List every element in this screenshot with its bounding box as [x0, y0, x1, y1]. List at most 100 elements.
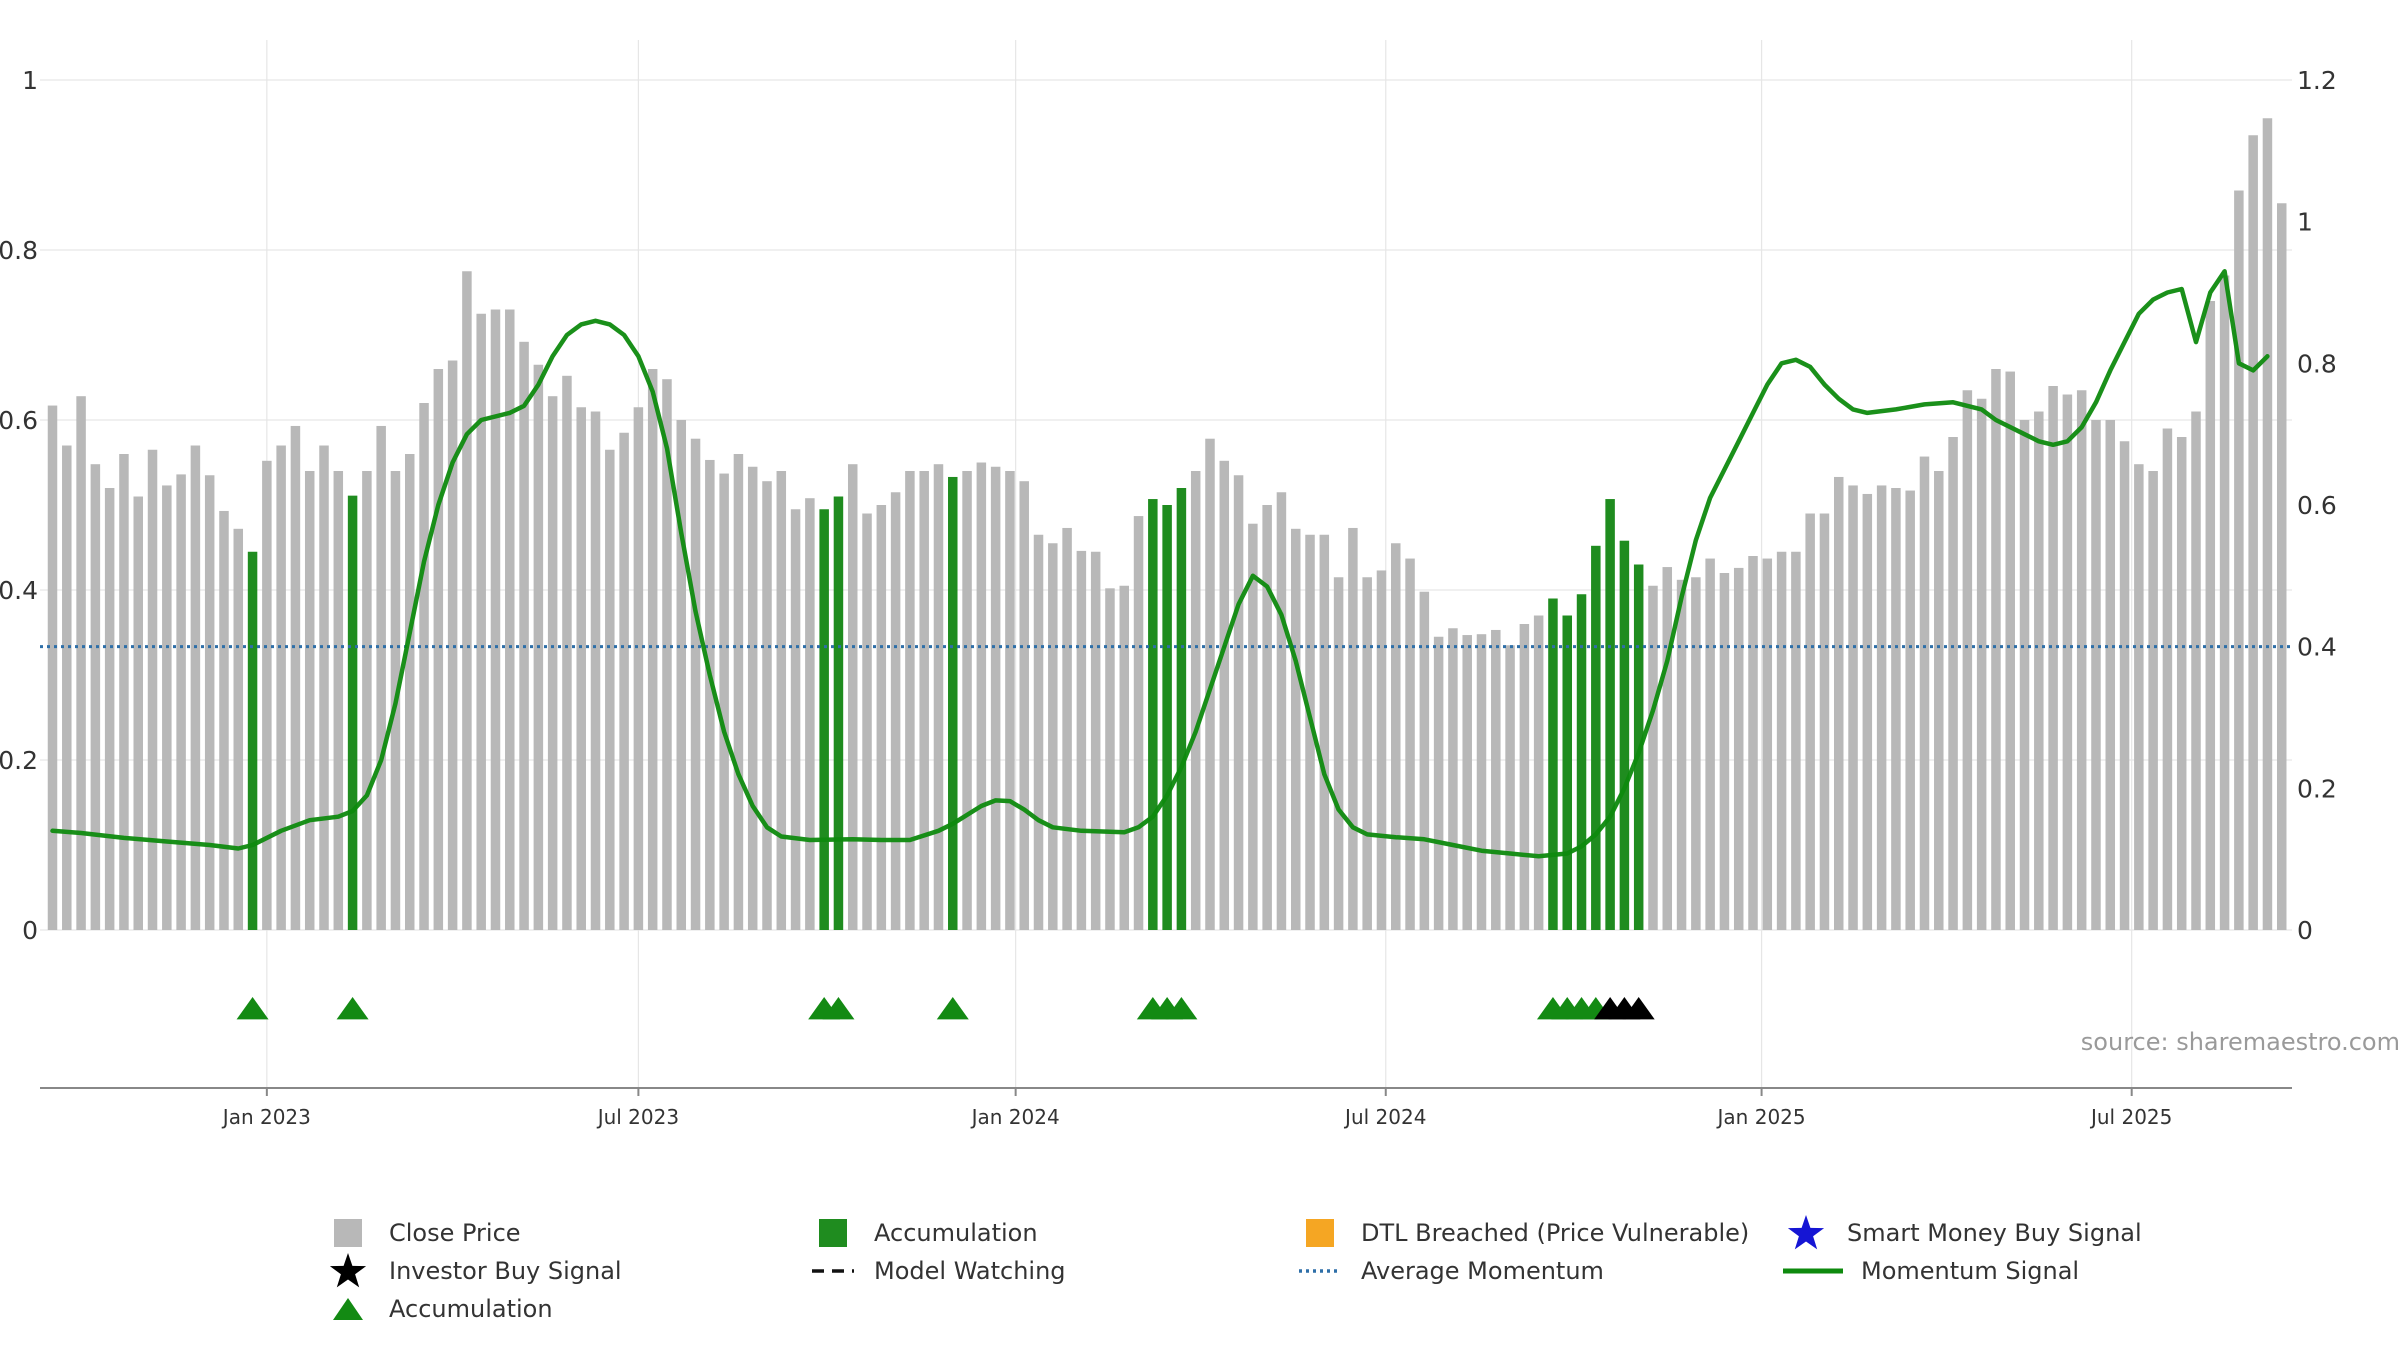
close-price-bar [2019, 420, 2030, 930]
close-price-bar [847, 464, 858, 930]
close-price-bar [1448, 628, 1458, 930]
legend: Close Price Accumulation DTL Breached (Pri… [325, 1215, 2225, 1335]
close-price-bar [1433, 636, 1444, 930]
close-price-bar [433, 369, 444, 930]
close-price-bar [2176, 437, 2187, 930]
close-price-bar [905, 471, 915, 930]
close-price-bar [590, 411, 601, 930]
close-price-bar [1033, 534, 1044, 930]
close-price-bar [2191, 411, 2201, 930]
close-price-bar [1934, 471, 1944, 930]
close-price-bar [319, 445, 329, 930]
close-price-bar [1362, 577, 1372, 930]
right-axis-tick-label: 0.8 [2297, 349, 2337, 378]
close-price-bar [276, 445, 286, 930]
x-axis-tick-label: Jul 2023 [596, 1105, 679, 1129]
legend-item-mom: Momentum Signal [1783, 1253, 2079, 1289]
close-price-bar [1105, 588, 1115, 930]
close-price-bar [1976, 398, 1987, 930]
close-price-bar [2219, 275, 2230, 930]
close-price-bar [1848, 485, 1858, 930]
close-price-bar [990, 466, 1001, 930]
close-price-bar [447, 360, 458, 930]
close-price-bar [1376, 570, 1387, 930]
accumulation-bar [819, 509, 829, 930]
close-price-bar [1519, 624, 1530, 930]
close-price-bar [90, 464, 101, 930]
close-price-bar [104, 488, 115, 930]
close-price-bar [1333, 577, 1344, 930]
close-price-bar [1391, 543, 1401, 930]
close-price-bar [1948, 437, 1958, 930]
momentum-signal-line [50, 269, 2270, 859]
close-price-bar [676, 420, 687, 930]
legend-item-accum_sq: Accumulation [810, 1215, 1038, 1251]
legend-label: Accumulation [389, 1295, 553, 1323]
close-price-bar [962, 471, 972, 930]
close-price-bar [1819, 513, 1830, 930]
investor-buy-signal-marker [1622, 997, 1655, 1020]
close-price-bar [1276, 492, 1287, 930]
close-price-bar [2276, 203, 2287, 930]
accumulation-marker [1165, 997, 1198, 1020]
right-axis-tick-label: 0.6 [2297, 491, 2337, 520]
close-price-bar [262, 460, 272, 930]
close-price-bar [490, 309, 501, 930]
close-price-bar [1119, 585, 1129, 930]
close-price-bar [1248, 523, 1258, 930]
green-square-icon [810, 1215, 856, 1251]
close-price-bar [2162, 428, 2173, 930]
close-price-bar [1348, 527, 1358, 930]
close-price-bar [776, 471, 787, 930]
close-price-bar [333, 471, 344, 930]
legend-label: Investor Buy Signal [389, 1257, 622, 1285]
close-price-bar [2234, 190, 2244, 930]
close-price-bar [562, 375, 572, 930]
close-price-bar [1676, 579, 1687, 930]
legend-item-accum_tri: Accumulation [325, 1291, 553, 1327]
close-price-bar [1090, 551, 1101, 930]
close-price-bar [1505, 645, 1515, 930]
left-axis-tick-label: 0.8 [0, 236, 38, 265]
accumulation-bar [1548, 598, 1558, 930]
legend-label: Accumulation [874, 1219, 1038, 1247]
orange-square-icon [1297, 1215, 1343, 1251]
legend-item-dtl: DTL Breached (Price Vulnerable) [1297, 1215, 1749, 1251]
accumulation-marker [936, 997, 969, 1020]
black-star-icon [325, 1253, 371, 1289]
close-price-bar [1776, 551, 1787, 930]
close-price-bar [719, 473, 729, 930]
x-axis-tick-label: Jan 2023 [221, 1105, 311, 1129]
accumulation-bar [1162, 505, 1172, 930]
close-price-bar [976, 462, 987, 930]
close-price-bar [1791, 551, 1801, 930]
close-price-bar [1491, 629, 1501, 930]
close-price-bar [476, 313, 486, 930]
close-price-bar [2119, 441, 2130, 930]
close-price-bar [2205, 301, 2216, 930]
close-price-bar [176, 474, 186, 930]
close-price-bar [62, 445, 72, 930]
right-axis-tick-label: 1.2 [2297, 66, 2337, 95]
close-price-bar [519, 341, 529, 930]
close-price-bar [933, 464, 944, 930]
x-axis-tick-label: Jul 2024 [1343, 1105, 1426, 1129]
close-price-bar [1219, 460, 1230, 930]
close-price-bar [147, 449, 158, 930]
gridlines [40, 40, 2292, 1088]
right-axis-tick-label: 0.2 [2297, 774, 2337, 803]
accumulation-marker [822, 997, 855, 1020]
accumulation-bar [1605, 499, 1615, 930]
accumulation-bar [1176, 488, 1187, 930]
close-price-bar [1019, 481, 1029, 930]
close-price-bar [1005, 471, 1015, 930]
close-price-bar [2076, 390, 2087, 930]
accumulation-bar [1619, 540, 1630, 930]
left-axis-tick-label: 0.4 [0, 576, 38, 605]
dashed-line-icon [810, 1253, 856, 1289]
accumulation-bar [247, 551, 258, 930]
green-triangle-icon [325, 1291, 371, 1327]
close-price-bar [505, 309, 515, 930]
signal-markers [236, 997, 1655, 1020]
